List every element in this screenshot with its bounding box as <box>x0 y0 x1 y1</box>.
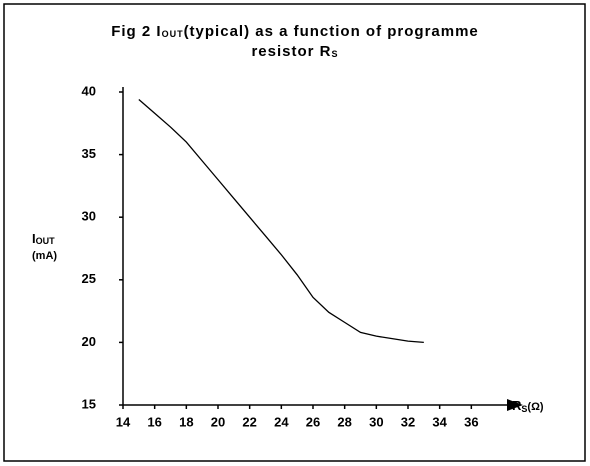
x-tick-label: 32 <box>401 414 415 429</box>
frame <box>3 3 586 462</box>
y-axis-label: IOUT <box>32 231 55 246</box>
y-axis-label: (mA) <box>32 250 57 262</box>
x-tick-label: 18 <box>179 414 193 429</box>
y-tick-label: 35 <box>82 146 96 161</box>
x-tick-label: 22 <box>242 414 256 429</box>
label-part: S <box>521 404 527 414</box>
title-part: Fig 2 I <box>111 23 161 40</box>
line <box>138 99 424 344</box>
title-part: (typical) as a function of programme <box>184 23 479 40</box>
x-tick-label: 24 <box>274 414 289 429</box>
title-part: resistor R <box>251 43 331 60</box>
label-part: (Ω) <box>527 401 543 413</box>
title-part: S <box>332 49 339 59</box>
chart-title: resistor RS <box>251 43 338 60</box>
label-part: OUT <box>36 236 56 246</box>
x-tick-label: 36 <box>464 414 478 429</box>
x-tick-label: 20 <box>211 414 225 429</box>
x-tick-label: 28 <box>337 414 351 429</box>
y-tick-label: 30 <box>82 209 96 224</box>
y-tick-label: 20 <box>82 334 96 349</box>
x-tick-label: 26 <box>306 414 320 429</box>
x-tick-label: 14 <box>116 414 131 429</box>
label-part: I <box>32 231 36 246</box>
x-axis-arrow <box>507 399 523 411</box>
chart-title: Fig 2 IOUT(typical) as a function of pro… <box>111 23 479 40</box>
y-tick-label: 25 <box>82 271 96 286</box>
y-tick-label: 40 <box>82 83 96 98</box>
y-tick-label: 15 <box>82 396 96 411</box>
x-tick-label: 30 <box>369 414 383 429</box>
title-part: OUT <box>162 29 184 39</box>
x-tick-label: 16 <box>147 414 161 429</box>
x-tick-label: 34 <box>432 414 447 429</box>
